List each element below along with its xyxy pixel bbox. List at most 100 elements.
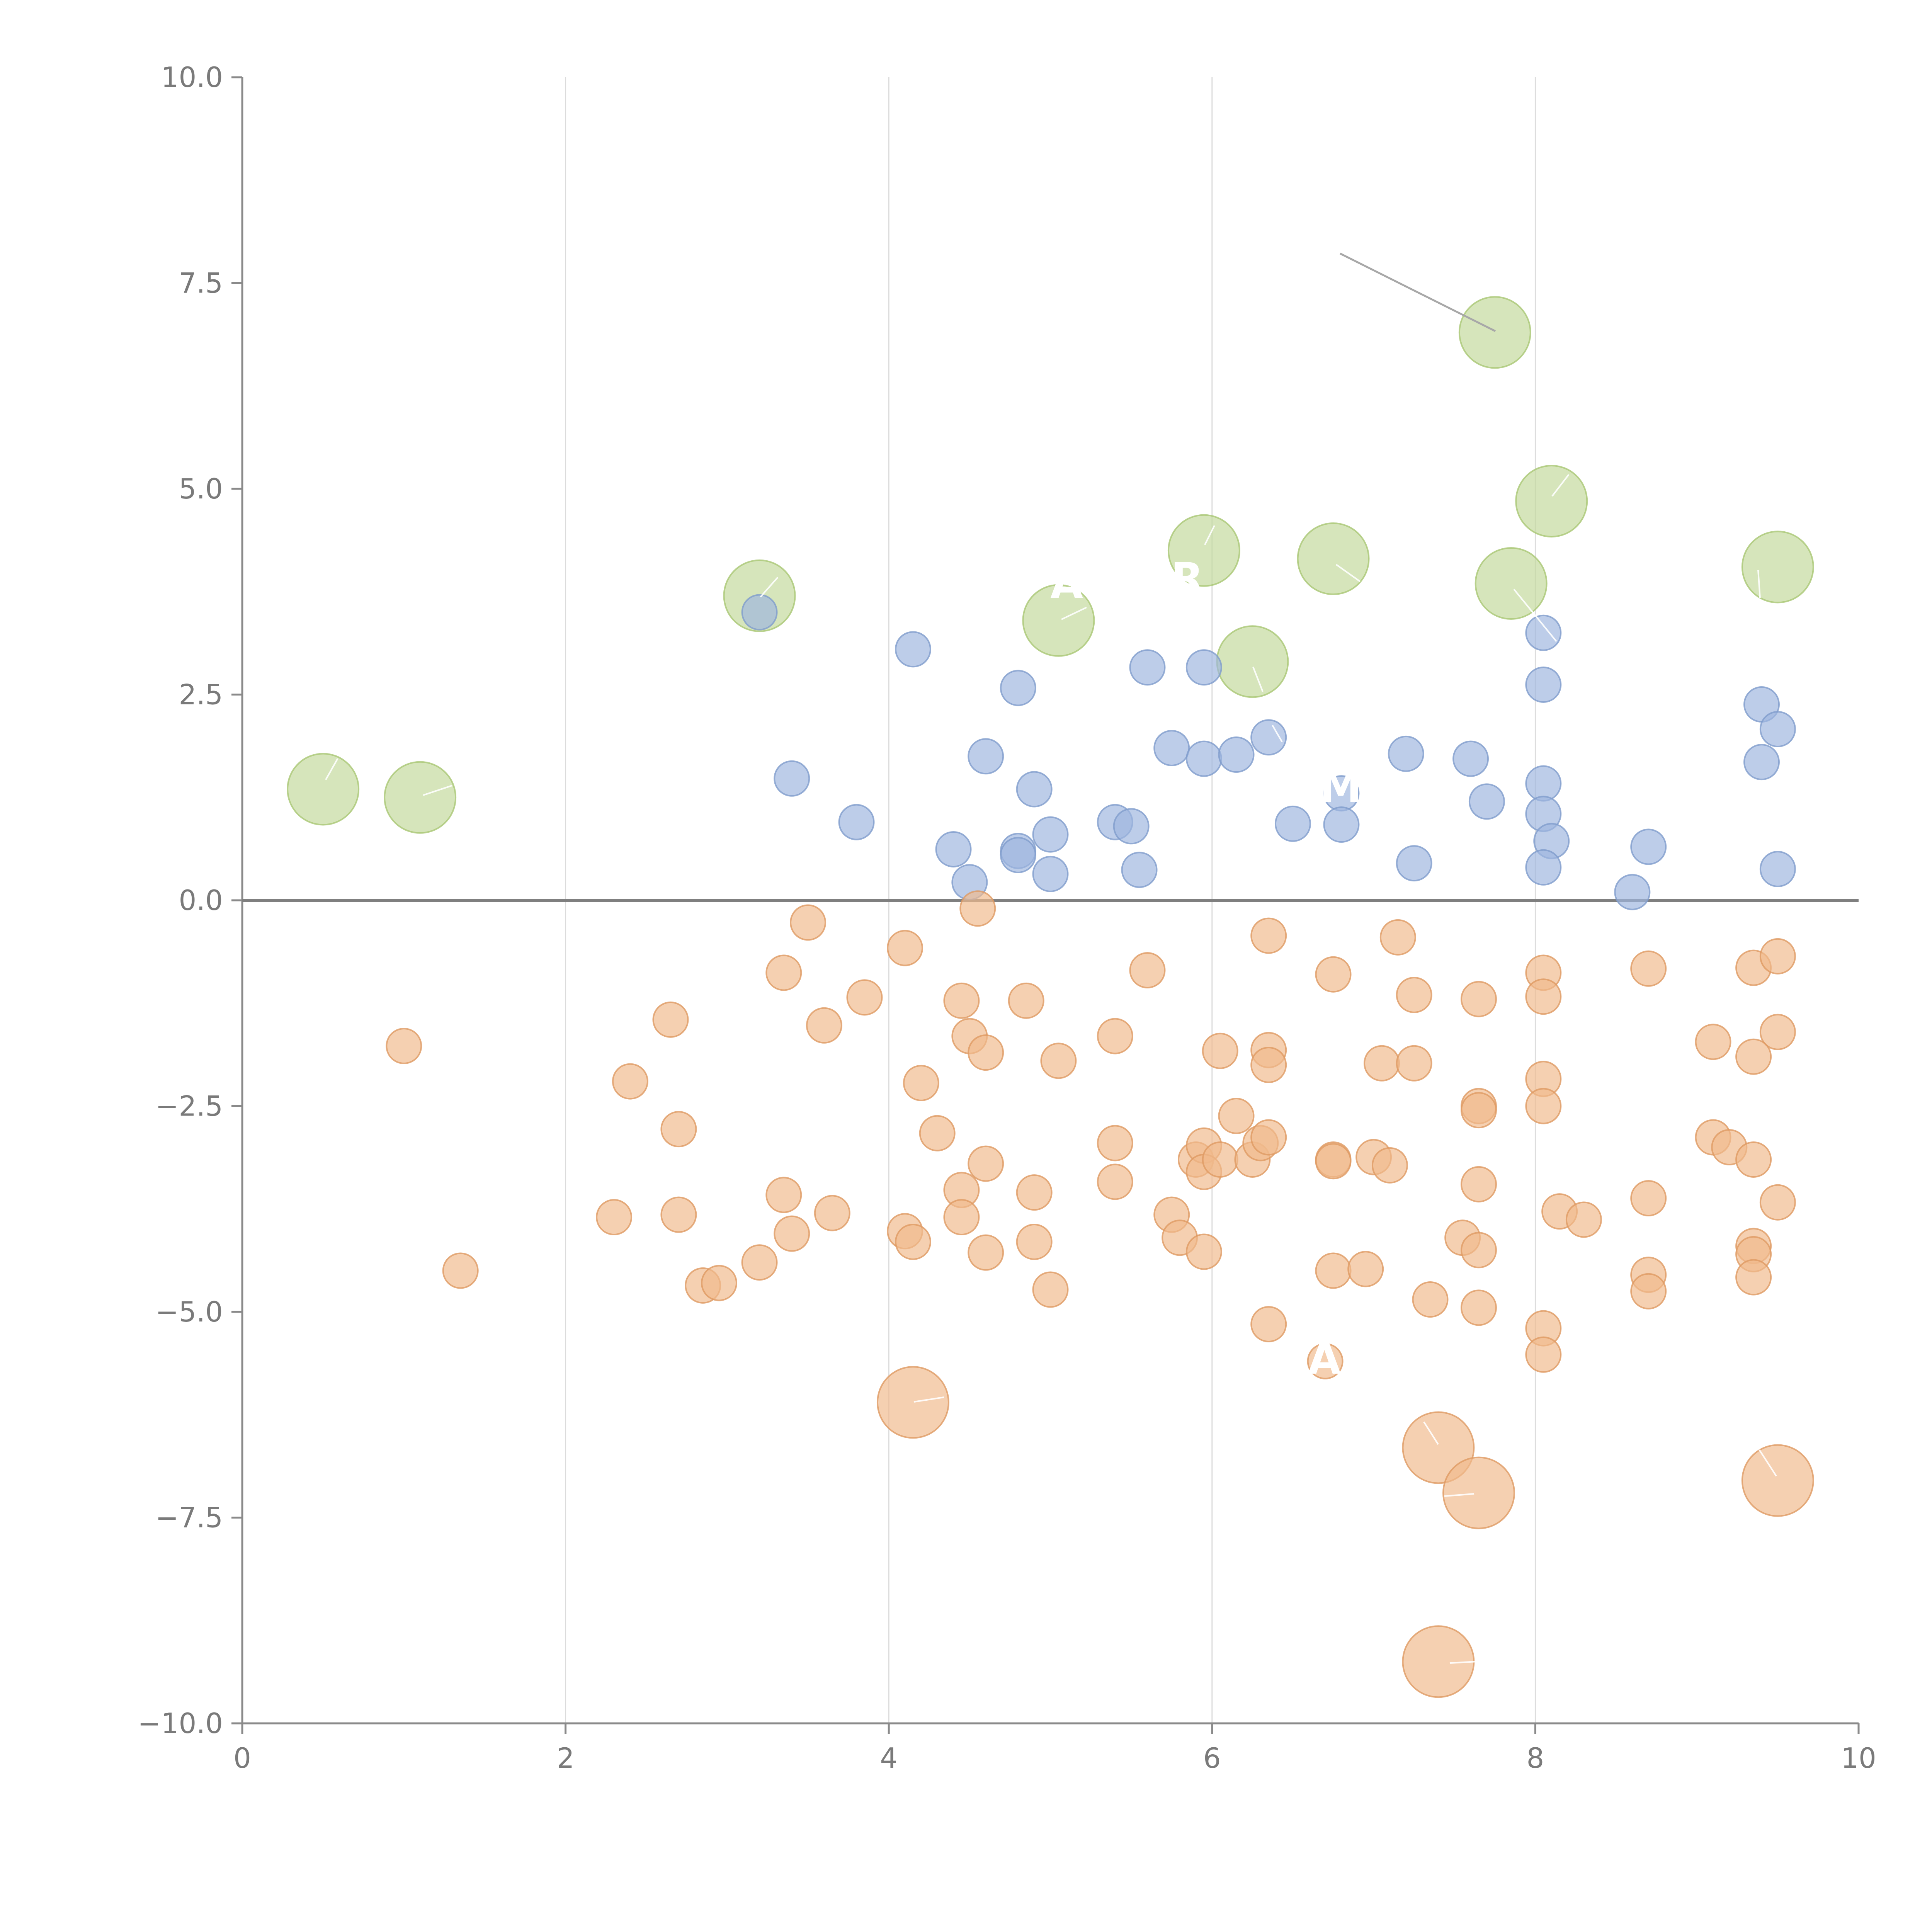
data-point: [1218, 736, 1255, 773]
x-tick-label: 0: [233, 1742, 251, 1774]
leader-line: [1444, 1493, 1475, 1497]
annotation-glyph: A: [1050, 559, 1083, 608]
data-point: [1525, 1336, 1562, 1373]
data-point: [1630, 1273, 1667, 1310]
data-point: [1008, 982, 1044, 1019]
leader-line: [1449, 1661, 1477, 1664]
data-point: [1525, 666, 1562, 703]
data-point: [1630, 1180, 1667, 1217]
data-point: [846, 979, 883, 1016]
data-point: [1460, 1166, 1497, 1202]
data-point: [1759, 1014, 1796, 1050]
data-point: [1218, 1098, 1255, 1134]
annotation-glyph: R: [1171, 554, 1204, 603]
data-point: [774, 1215, 810, 1252]
x-tick-label: 8: [1526, 1742, 1544, 1774]
data-point: [1525, 1088, 1562, 1124]
data-point: [1759, 1184, 1796, 1221]
data-point: [384, 761, 457, 834]
data-point: [1565, 1201, 1602, 1238]
leader-line: [1061, 607, 1087, 620]
data-point: [1460, 1232, 1497, 1269]
data-point: [1113, 808, 1150, 845]
data-point: [1396, 845, 1432, 882]
leader-line: [913, 1396, 944, 1403]
leader-line: [1551, 474, 1570, 497]
data-point: [1297, 522, 1370, 595]
data-point: [1250, 719, 1287, 756]
data-point: [1379, 919, 1416, 956]
data-point: [1442, 1456, 1515, 1529]
data-point: [1097, 1163, 1133, 1200]
data-point: [1185, 1233, 1222, 1270]
y-tick-label: −10.0: [138, 1707, 223, 1740]
data-point: [1032, 816, 1069, 853]
data-point: [1040, 1043, 1077, 1079]
data-point: [1468, 783, 1505, 820]
data-point: [660, 1196, 697, 1233]
data-point: [1016, 1174, 1053, 1211]
data-point: [1315, 1252, 1352, 1289]
leader-line: [1252, 667, 1264, 692]
data-point: [765, 1177, 802, 1213]
data-point: [1735, 1038, 1772, 1075]
leader-line: [1759, 1449, 1777, 1477]
data-point: [943, 982, 980, 1019]
data-point: [1741, 1444, 1814, 1517]
leader-line: [1513, 588, 1557, 642]
data-point: [1000, 670, 1036, 706]
data-point: [814, 1195, 850, 1231]
data-point: [1202, 1032, 1238, 1069]
data-point: [612, 1063, 648, 1100]
data-point: [1388, 735, 1424, 772]
y-tick-label: 0.0: [179, 884, 223, 917]
data-point: [1167, 514, 1240, 587]
data-point: [1185, 649, 1222, 686]
data-point: [1250, 917, 1287, 954]
data-point: [1460, 981, 1497, 1017]
data-point: [1250, 1306, 1287, 1342]
data-point: [1735, 1259, 1772, 1296]
data-point: [1347, 1251, 1384, 1287]
data-point: [1460, 1092, 1497, 1129]
data-point: [1735, 1141, 1772, 1178]
data-point: [1695, 1024, 1731, 1060]
leader-line: [1335, 564, 1361, 582]
data-point: [1323, 806, 1360, 843]
data-point: [652, 1001, 689, 1038]
leader-line: [1272, 724, 1283, 743]
data-point: [1396, 976, 1432, 1013]
data-point: [1250, 1119, 1287, 1156]
data-point: [1315, 1143, 1352, 1180]
data-point: [903, 1065, 939, 1101]
x-tick-label: 2: [557, 1742, 575, 1774]
data-point: [1525, 765, 1562, 802]
leader-line: [1423, 1421, 1439, 1445]
data-point: [774, 760, 810, 797]
data-point: [790, 904, 827, 941]
x-tick-label: 6: [1203, 1742, 1221, 1774]
data-point: [1097, 1125, 1133, 1162]
data-point: [1412, 1281, 1449, 1318]
y-tick-label: −2.5: [155, 1090, 223, 1122]
annotation-glyph: A: [1308, 1334, 1341, 1384]
data-point: [1016, 771, 1053, 808]
data-point: [1452, 740, 1489, 777]
data-point: [1016, 1223, 1053, 1260]
data-point: [765, 954, 802, 991]
data-point: [876, 1366, 949, 1439]
data-point: [1032, 1271, 1069, 1308]
data-point: [1614, 874, 1651, 910]
data-point: [943, 1199, 980, 1236]
decorations: A R M A: [325, 252, 1777, 1664]
data-point: [741, 1244, 778, 1281]
data-point: [919, 1115, 956, 1151]
data-point: [1371, 1147, 1408, 1184]
data-point: [1129, 952, 1166, 989]
data-point: [1759, 938, 1796, 975]
data-point: [968, 1034, 1004, 1071]
annotation-glyph: M: [1320, 762, 1362, 812]
leader-line: [325, 758, 338, 780]
data-point: [442, 1252, 479, 1289]
